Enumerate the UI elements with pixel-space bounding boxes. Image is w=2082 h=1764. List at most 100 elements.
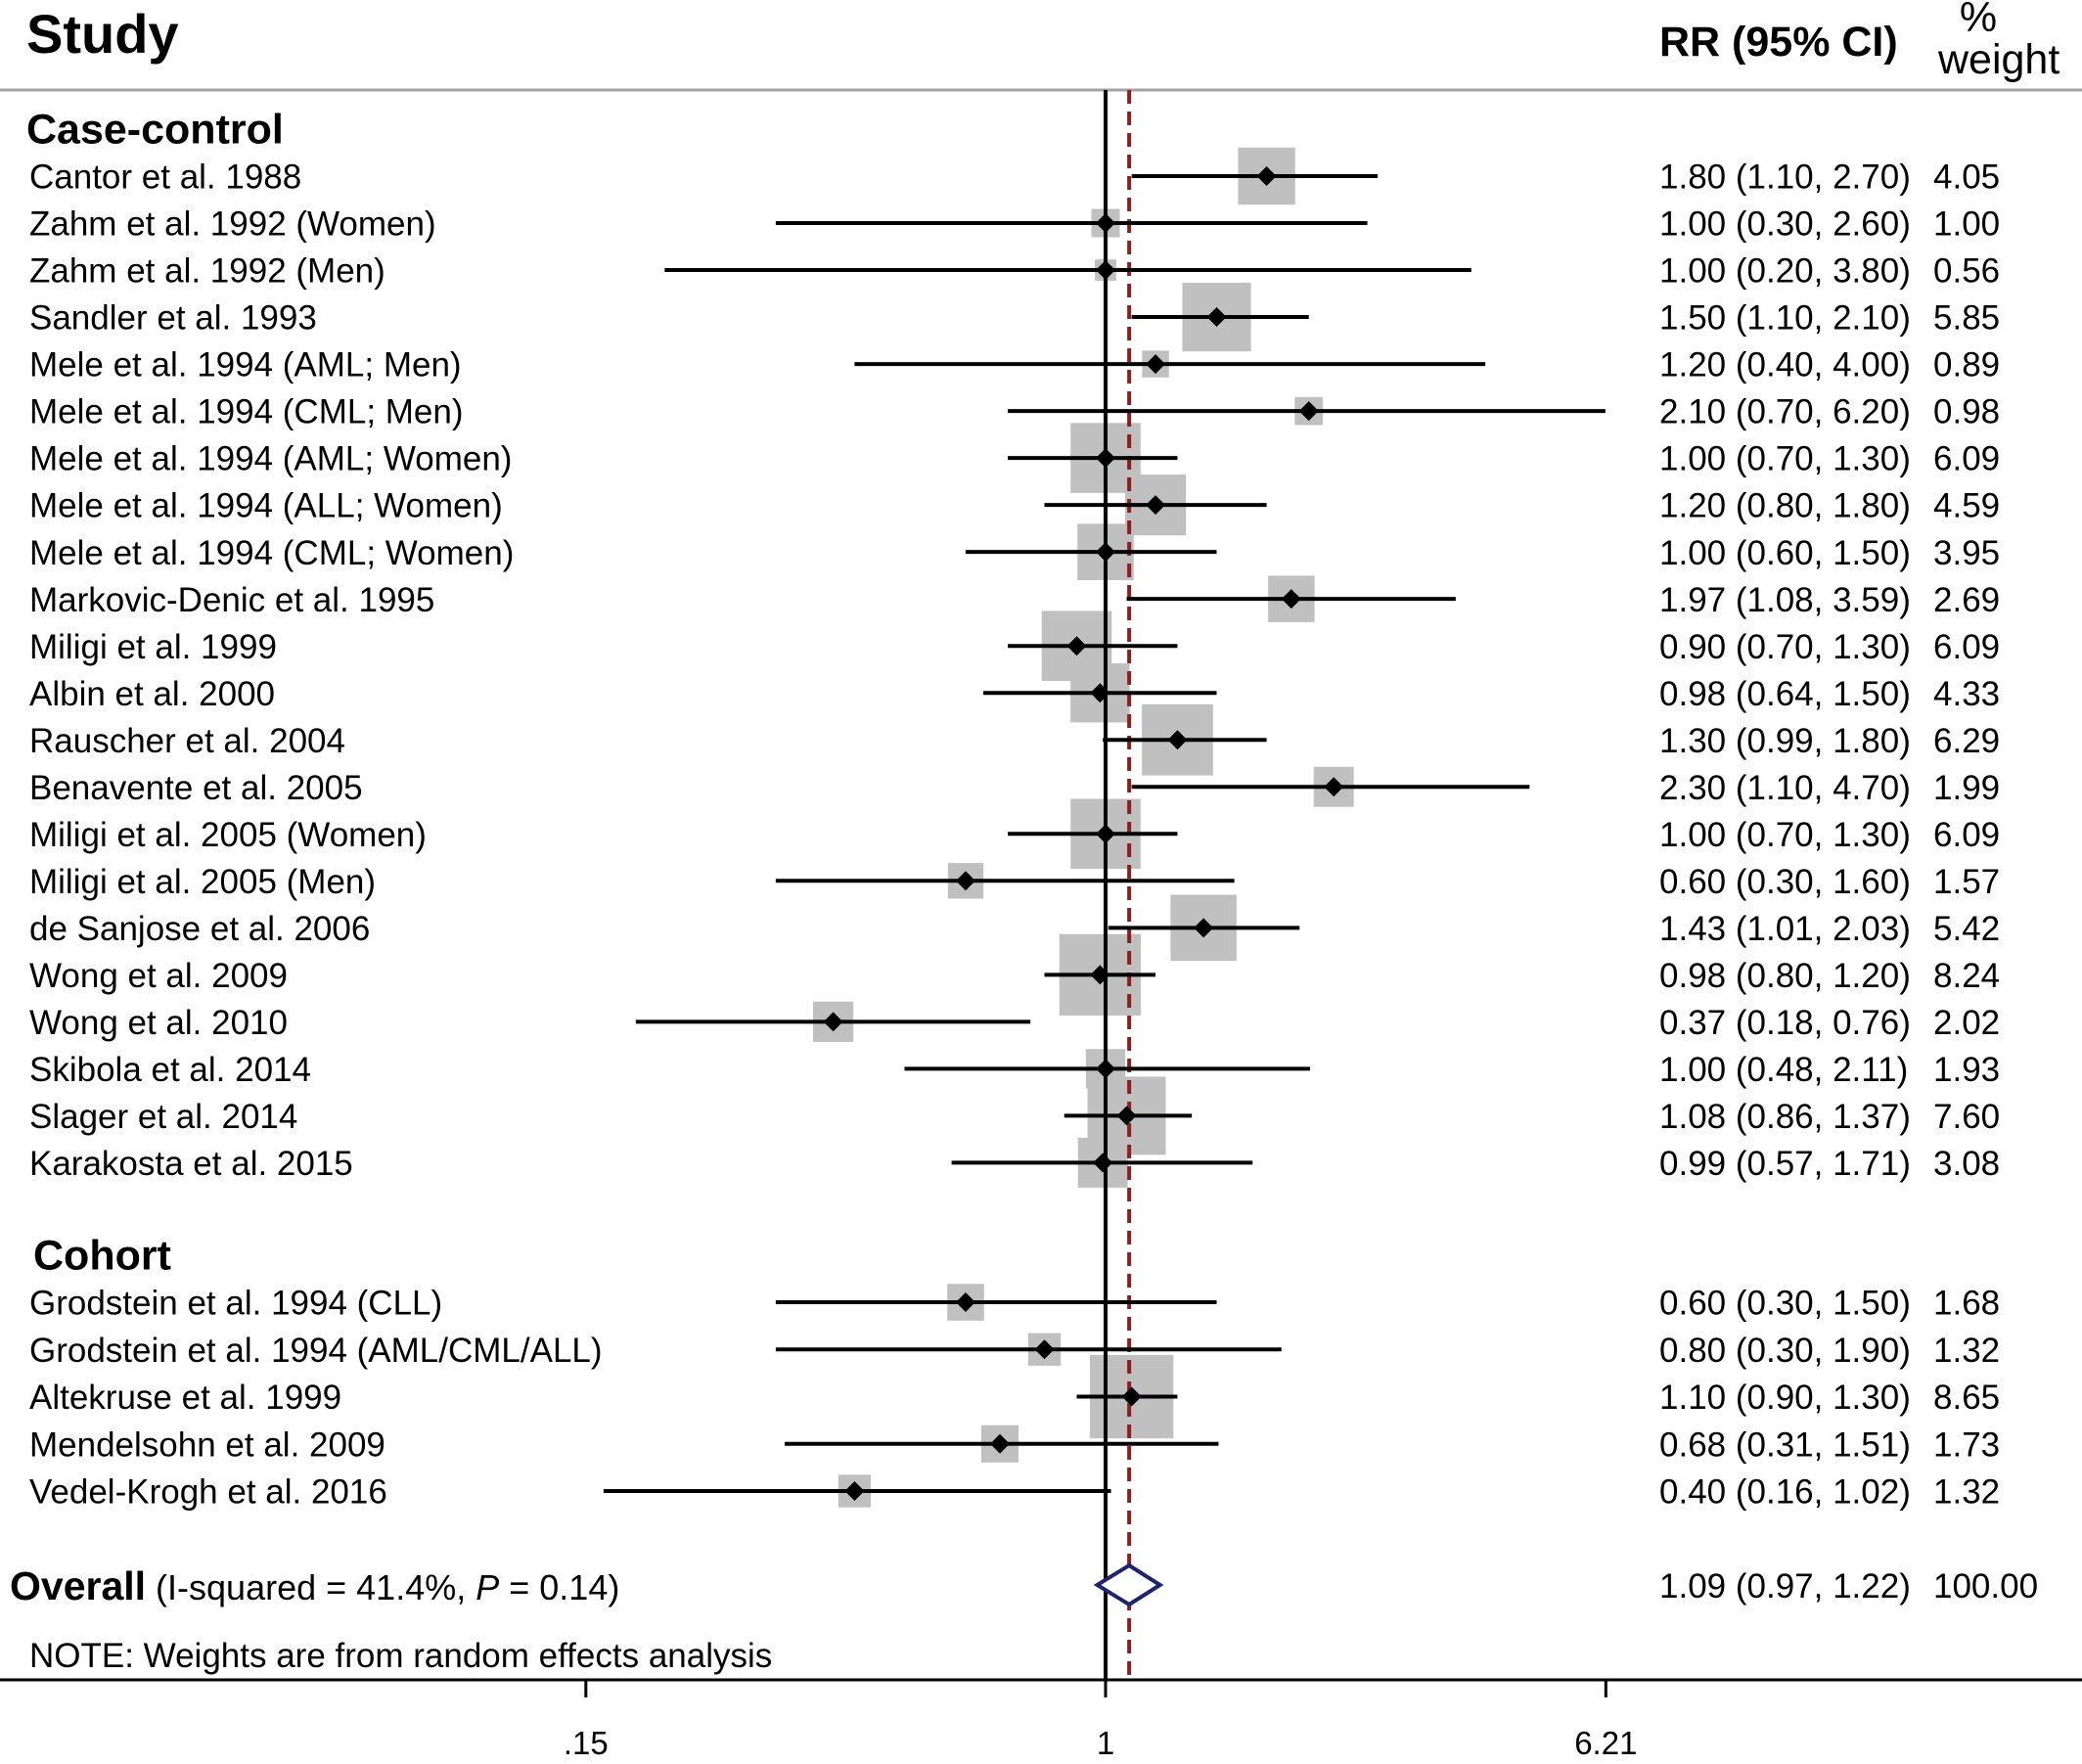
study-weight-label: 0.89 [1933,346,2000,384]
study-weight-label: 1.32 [1933,1332,2000,1370]
study-rr-ci-label: 1.00 (0.70, 1.30) [1659,440,1911,478]
study-rr-ci-label: 0.90 (0.70, 1.30) [1659,628,1911,666]
study-name: Mele et al. 1994 (ALL; Women) [29,487,503,525]
reference-lines-layer [1104,90,1132,1680]
study-point-estimate-marker [1324,777,1344,797]
study-rr-ci-label: 1.20 (0.40, 4.00) [1659,346,1911,384]
overall-row-label: Overall (I-squared = 41.4%, P = 0.14) [10,1563,619,1608]
study-weight-label: 6.09 [1933,440,2000,478]
study-rr-ci-label: 2.10 (0.70, 6.20) [1659,393,1911,431]
study-name: Wong et al. 2009 [29,957,288,995]
study-point-estimate-marker [1206,307,1227,328]
study-rr-ci-label: 0.80 (0.30, 1.90) [1659,1332,1911,1370]
study-name: Karakosta et al. 2015 [29,1145,353,1183]
study-weight-label: 8.24 [1933,957,2000,995]
study-rr-ci-label: 1.00 (0.20, 3.80) [1659,252,1911,291]
rr-ci-column-header: RR (95% CI) [1659,19,1898,66]
study-rr-ci-label: 0.60 (0.30, 1.60) [1659,863,1911,901]
study-name: Albin et al. 2000 [29,675,275,713]
study-point-estimate-marker [1194,918,1214,938]
study-name: Zahm et al. 1992 (Women) [29,205,436,244]
point-estimates-layer [823,166,1344,1607]
study-weight-label: 5.42 [1933,910,2000,948]
study-weight-label: 2.69 [1933,581,2000,619]
study-weight-label: 4.33 [1933,675,2000,713]
study-name: Markovic-Denic et al. 1995 [29,581,434,619]
study-point-estimate-marker [1093,1153,1113,1173]
study-point-estimate-marker [1116,1106,1137,1126]
study-rr-ci-label: 1.20 (0.80, 1.80) [1659,487,1911,525]
study-rr-ci-label: 0.99 (0.57, 1.71) [1659,1145,1911,1183]
study-rr-ci-label: 0.98 (0.80, 1.20) [1659,957,1911,995]
study-name: de Sanjose et al. 2006 [29,910,370,948]
study-weight-label: 4.05 [1933,158,2000,197]
study-weight-label: 5.85 [1933,299,2000,338]
x-tick-label: .15 [564,1725,609,1761]
study-rr-ci-label: 0.98 (0.64, 1.50) [1659,675,1911,713]
study-weight-label: 1.57 [1933,863,2000,901]
study-point-estimate-marker [1096,1059,1115,1079]
study-point-estimate-marker [955,1292,975,1312]
study-point-estimate-marker [1090,683,1110,703]
study-rr-ci-label: 2.30 (1.10, 4.70) [1659,769,1911,807]
study-point-estimate-marker [1096,824,1115,844]
study-point-estimate-marker [1121,1386,1142,1407]
study-rr-ci-label: 1.43 (1.01, 2.03) [1659,910,1911,948]
study-name: Mele et al. 1994 (CML; Women) [29,534,514,572]
study-name: Grodstein et al. 1994 (CLL) [29,1285,442,1323]
study-rr-ci-label: 1.80 (1.10, 2.70) [1659,158,1911,197]
overall-weight-label: 100.00 [1933,1567,2038,1606]
study-weight-label: 4.59 [1933,487,2000,525]
overall-diamond [1093,1562,1164,1607]
study-rr-ci-label: 0.37 (0.18, 0.76) [1659,1004,1911,1042]
x-axis-ticks: .15 1 6.21 [564,1680,1637,1761]
study-point-estimate-marker [1281,589,1301,610]
study-rr-ci-label: 1.00 (0.70, 1.30) [1659,816,1911,854]
study-point-estimate-marker [1146,354,1166,375]
study-point-estimate-marker [1146,495,1166,516]
x-tick-label: 6.21 [1574,1725,1637,1761]
study-weight-label: 1.93 [1933,1051,2000,1089]
study-point-estimate-marker [823,1012,843,1032]
study-name: Miligi et al. 2005 (Women) [29,816,427,854]
overall-rr-ci-label: 1.09 (0.97, 1.22) [1659,1567,1911,1606]
study-weight-label: 7.60 [1933,1098,2000,1136]
study-weight-label: 6.09 [1933,816,2000,854]
study-labels-layer: Case-control Cantor et al. 1988 1.80 (1.10… [26,107,2000,1512]
study-name: Cantor et al. 1988 [29,158,301,197]
study-rr-ci-label: 1.00 (0.48, 2.11) [1659,1051,1908,1089]
study-point-estimate-marker [1090,965,1110,985]
study-name: Altekruse et al. 1999 [29,1379,341,1417]
weight-column-header-weight: weight [1937,36,2059,83]
study-point-estimate-marker [1034,1339,1055,1360]
p-symbol: P [475,1567,499,1607]
x-tick-label: 1 [1097,1725,1114,1761]
study-weight-label: 1.99 [1933,769,2000,807]
heterogeneity-suffix: = 0.14) [499,1567,619,1607]
study-name: Mele et al. 1994 (AML; Women) [29,440,512,478]
study-name: Mendelsohn et al. 2009 [29,1425,385,1464]
study-weight-label: 1.73 [1933,1425,2000,1464]
study-name: Miligi et al. 2005 (Men) [29,863,376,901]
study-weight-label: 6.29 [1933,722,2000,760]
study-column-header: Study [26,3,179,65]
overall-label: Overall [10,1563,146,1608]
study-name: Miligi et al. 1999 [29,628,277,666]
study-point-estimate-marker [1066,636,1087,656]
study-name: Sandler et al. 1993 [29,299,317,338]
study-weight-label: 1.68 [1933,1285,2000,1323]
study-point-estimate-marker [955,871,975,891]
group-heading: Cohort [33,1233,171,1280]
study-name: Slager et al. 2014 [29,1098,297,1136]
study-point-estimate-marker [1256,166,1277,186]
study-rr-ci-label: 1.00 (0.30, 2.60) [1659,205,1911,244]
study-name: Zahm et al. 1992 (Men) [29,252,385,291]
study-name: Rauscher et al. 2004 [29,722,345,760]
study-weight-label: 1.00 [1933,205,2000,244]
study-weight-label: 3.95 [1933,534,2000,572]
study-point-estimate-marker [1298,401,1319,422]
study-name: Wong et al. 2010 [29,1004,288,1042]
group-heading: Case-control [26,107,284,154]
study-weight-label: 3.08 [1933,1145,2000,1183]
